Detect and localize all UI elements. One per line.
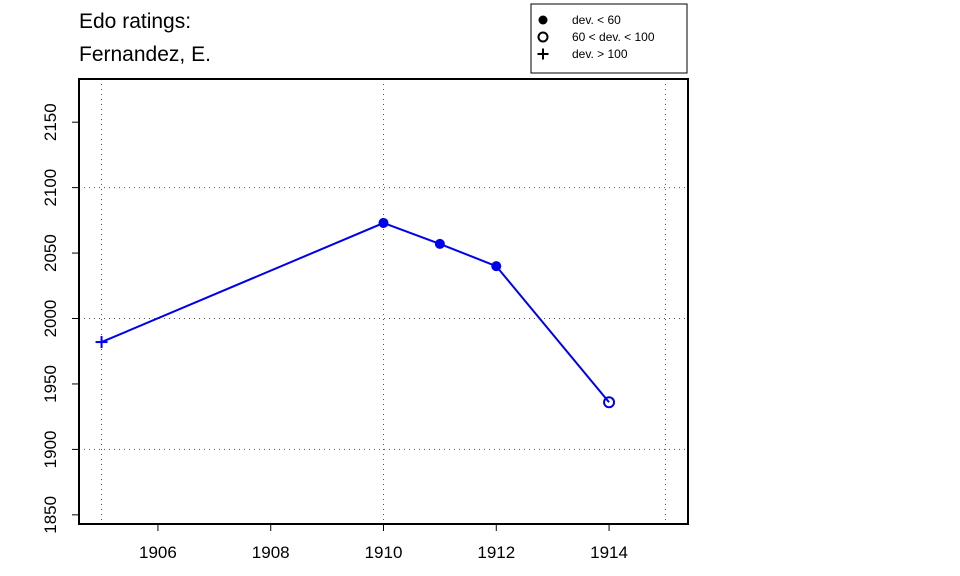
y-tick-label-1950: 1950 xyxy=(41,365,60,403)
legend-marker-1 xyxy=(538,15,548,25)
plot-frame xyxy=(78,78,689,525)
legend: dev. < 60 60 < dev. < 100 dev. > 100 xyxy=(530,3,688,74)
grid xyxy=(79,79,688,524)
x-tick-label-1912: 1912 xyxy=(477,543,515,562)
legend-box xyxy=(530,3,688,74)
data-point-1914 xyxy=(603,396,616,409)
legend-label-3: dev. > 100 xyxy=(572,47,628,61)
chart-title-line-2: Fernandez, E. xyxy=(79,43,211,66)
data-point-1905 xyxy=(95,336,108,349)
chart-title-line-1: Edo ratings: xyxy=(79,10,191,33)
y-tick-label-1900: 1900 xyxy=(41,430,60,468)
y-tick-label-2100: 2100 xyxy=(41,169,60,207)
y-tick-label-2050: 2050 xyxy=(41,234,60,272)
data-point-1911 xyxy=(434,238,445,249)
legend-marker-3 xyxy=(537,48,549,60)
x-tick-label-1914: 1914 xyxy=(590,543,628,562)
legend-label-2: 60 < dev. < 100 xyxy=(572,30,655,44)
y-tick-label-2000: 2000 xyxy=(41,300,60,338)
axes: 1906 1908 1910 1912 1914 1850 1900 1950 2000 2050… xyxy=(41,103,628,562)
legend-label-1: dev. < 60 xyxy=(572,13,621,27)
data-point-1910 xyxy=(378,217,389,228)
x-tick-label-1908: 1908 xyxy=(252,543,290,562)
series-line xyxy=(101,221,610,403)
x-tick-label-1906: 1906 xyxy=(139,543,177,562)
legend-marker-2 xyxy=(537,31,549,43)
y-tick-label-1850: 1850 xyxy=(41,496,60,534)
y-tick-label-2150: 2150 xyxy=(41,103,60,141)
rating-series xyxy=(95,217,616,409)
x-tick-label-1910: 1910 xyxy=(365,543,403,562)
data-point-1912 xyxy=(491,261,502,272)
